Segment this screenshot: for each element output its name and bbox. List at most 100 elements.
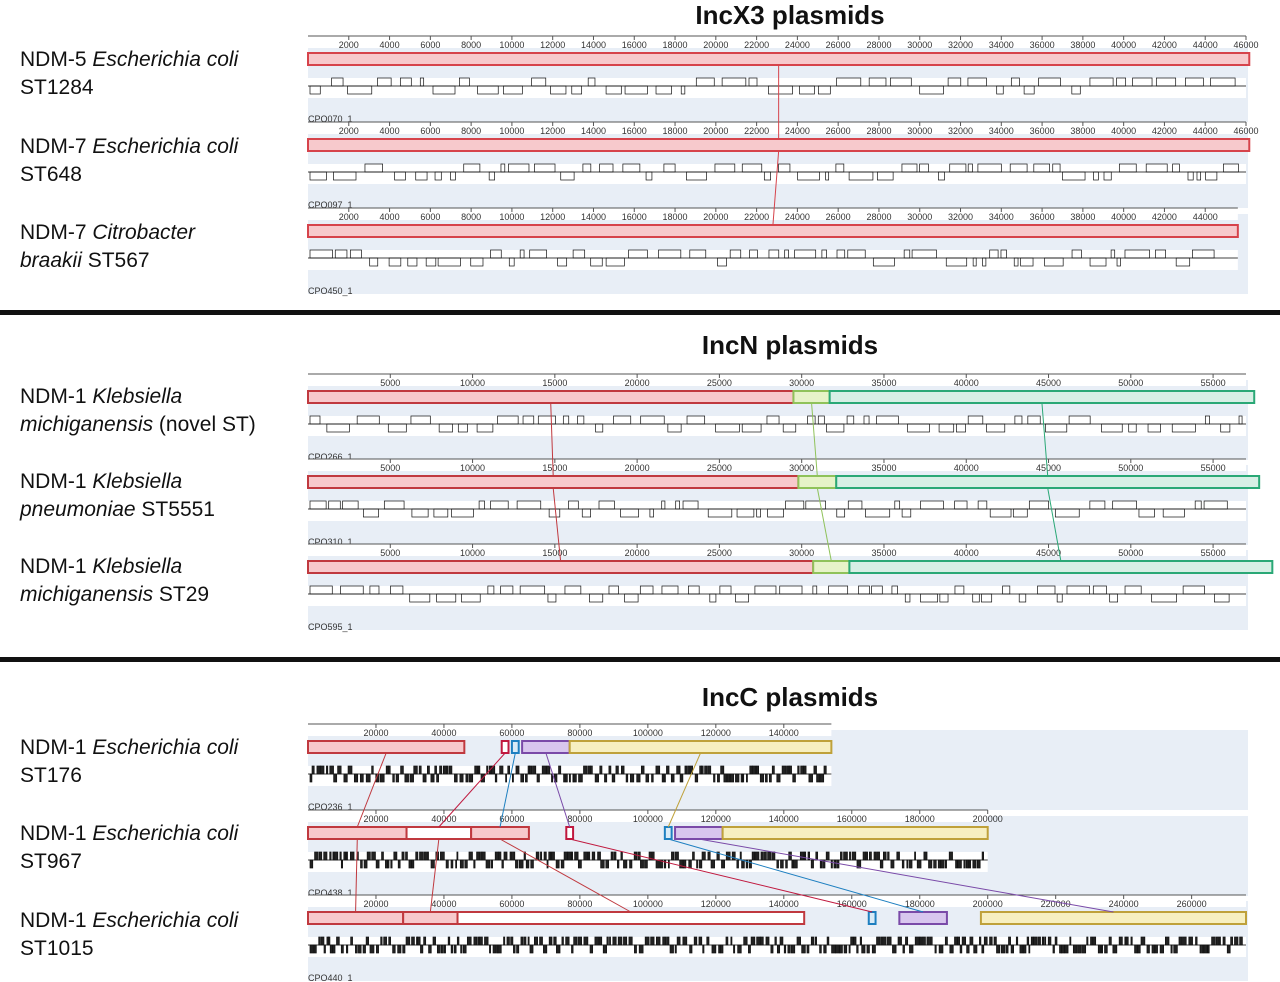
gene-feature	[887, 936, 892, 946]
gene-feature	[696, 859, 699, 869]
gene-feature	[462, 944, 467, 954]
gene-feature	[1134, 944, 1138, 954]
gene-feature	[797, 765, 800, 775]
gene-feature	[816, 773, 821, 783]
gene-feature	[880, 936, 884, 946]
gene-feature	[843, 851, 848, 861]
gene-feature	[478, 500, 485, 510]
gene-feature	[515, 765, 520, 775]
ruler-tick-label: 120000	[701, 728, 731, 738]
gene-feature	[589, 593, 604, 603]
gene-feature	[749, 249, 758, 259]
ruler-tick-label: 28000	[866, 212, 891, 222]
ruler-tick-label: 10000	[460, 463, 485, 473]
gene-feature	[750, 936, 756, 946]
gene-feature	[684, 765, 688, 775]
gene-feature	[326, 765, 329, 775]
lcb-block	[307, 826, 408, 840]
gene-feature	[972, 593, 980, 603]
gene-feature	[1112, 944, 1118, 954]
gene-feature	[957, 859, 962, 869]
gene-feature	[799, 851, 805, 861]
gene-feature	[682, 859, 687, 869]
ruler-tick-label: 8000	[461, 126, 481, 136]
gene-feature	[1093, 171, 1099, 181]
gene-feature	[419, 851, 424, 861]
ruler-tick-label: 26000	[826, 126, 851, 136]
gene-feature	[651, 773, 654, 783]
gene-feature	[433, 508, 449, 518]
ruler-tick-label: 2000	[339, 126, 359, 136]
gene-feature	[375, 859, 380, 869]
ruler-tick-label: 180000	[905, 899, 935, 909]
ruler-tick-label: 8000	[461, 40, 481, 50]
gene-feature	[788, 765, 792, 775]
gene-feature	[765, 773, 768, 783]
gene-feature	[636, 773, 641, 783]
section-divider	[0, 310, 1280, 315]
gene-feature	[329, 765, 334, 775]
gene-feature	[692, 851, 695, 861]
gene-feature	[956, 423, 966, 433]
gene-feature	[565, 936, 570, 946]
gene-feature	[1009, 163, 1028, 173]
ruler-tick-label: 34000	[989, 212, 1014, 222]
gene-feature	[337, 765, 342, 775]
gene-feature	[428, 944, 432, 954]
ruler-tick-label: 240000	[1109, 899, 1139, 909]
lcb-block	[674, 826, 724, 840]
ruler-tick-label: 60000	[499, 814, 524, 824]
gene-feature	[503, 936, 506, 946]
lcb-block	[307, 911, 405, 925]
gene-feature	[531, 77, 547, 87]
lcb-connector	[355, 838, 358, 913]
gene-feature	[883, 851, 887, 861]
gene-feature	[896, 851, 900, 861]
ruler-tick-label: 16000	[622, 212, 647, 222]
gene-feature	[823, 944, 827, 954]
gene-feature	[1072, 944, 1078, 954]
gene-feature	[1146, 944, 1150, 954]
ruler-tick-label: 4000	[380, 40, 400, 50]
gene-feature	[743, 936, 748, 946]
gene-feature	[387, 765, 391, 775]
gene-feature	[818, 85, 831, 95]
gene-feature	[782, 423, 797, 433]
lcb-block	[307, 138, 1251, 152]
gene-feature	[655, 85, 672, 95]
gene-feature	[1005, 944, 1009, 954]
gene-feature	[563, 851, 568, 861]
gene-feature	[866, 944, 870, 954]
gene-feature	[959, 944, 963, 954]
gene-feature	[1008, 936, 1011, 946]
ruler-band	[308, 122, 1246, 134]
ruler-tick-label: 32000	[948, 212, 973, 222]
gene-feature	[996, 85, 1004, 95]
gene-feature	[323, 944, 326, 954]
gene-feature	[948, 851, 953, 861]
gene-feature	[679, 773, 684, 783]
gene-feature	[347, 765, 353, 775]
ruler-tick-label: 28000	[866, 126, 891, 136]
gene-feature	[556, 944, 561, 954]
gene-feature	[560, 171, 575, 181]
gene-feature	[871, 944, 876, 954]
gene-feature	[1201, 944, 1204, 954]
gene-feature	[622, 163, 641, 173]
gene-feature	[454, 773, 458, 783]
lcb-block	[828, 390, 1256, 404]
gene-feature	[839, 944, 843, 954]
gene-feature	[821, 249, 827, 259]
gene-feature	[1196, 171, 1202, 181]
ruler-tick-label: 160000	[837, 899, 867, 909]
gene-feature	[468, 851, 473, 861]
gene-feature	[868, 851, 872, 861]
lcb-block	[307, 475, 800, 489]
gene-feature	[546, 765, 551, 775]
gene-feature	[796, 936, 801, 946]
gene-feature	[558, 765, 562, 775]
gene-feature	[805, 500, 826, 510]
gene-feature	[587, 765, 591, 775]
gene-feature	[1052, 163, 1061, 173]
gene-feature	[506, 936, 510, 946]
